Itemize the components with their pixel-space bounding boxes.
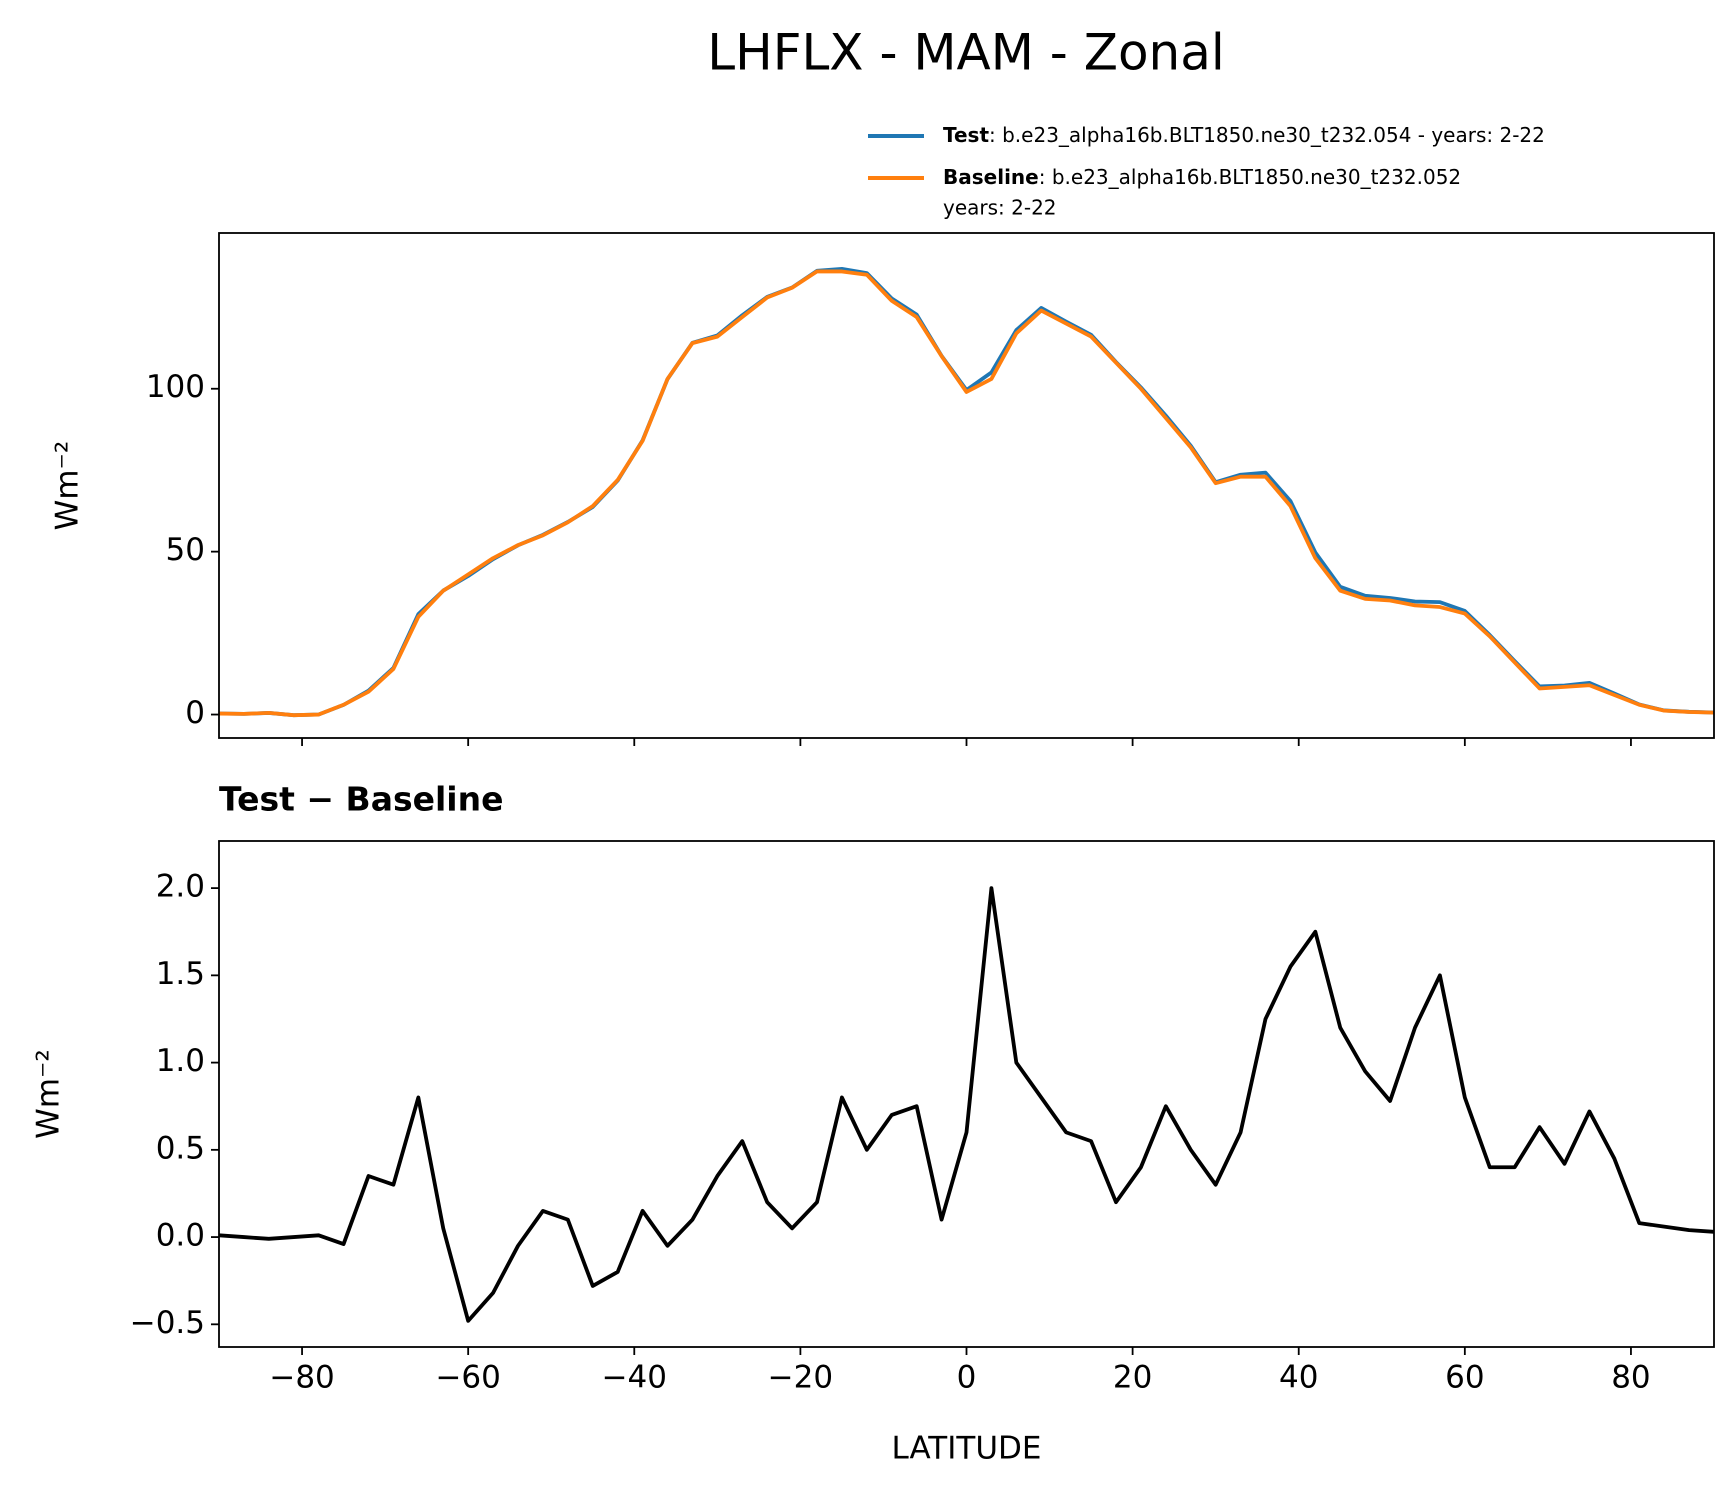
y-axis-label: Wm⁻²: [50, 441, 86, 531]
y-tick-label: 1.0: [156, 1043, 205, 1079]
legend-label: Test: b.e23_alpha16b.BLT1850.ne30_t232.0…: [943, 123, 1545, 147]
legend-description: : b.e23_alpha16b.BLT1850.ne30_t232.052: [1039, 165, 1461, 189]
y-tick-label: 0.0: [156, 1218, 205, 1254]
legend-name: Test: [943, 123, 989, 147]
x-tick-label: −60: [435, 1360, 500, 1396]
y-tick-label: 50: [166, 532, 205, 568]
figure-title: LHFLX - MAM - Zonal: [707, 24, 1225, 82]
y-tick-label: 2.0: [156, 869, 205, 905]
legend-description: : b.e23_alpha16b.BLT1850.ne30_t232.054 -…: [989, 123, 1545, 147]
x-tick-label: −40: [602, 1360, 667, 1396]
x-tick-label: 60: [1445, 1360, 1484, 1396]
y-tick-label: 0: [185, 695, 205, 731]
x-tick-label: 20: [1113, 1360, 1152, 1396]
series-line: [219, 266, 1714, 718]
y-axis-label: Wm⁻²: [31, 1049, 67, 1139]
plot-frame: [218, 232, 1715, 739]
x-tick-label: −20: [768, 1360, 833, 1396]
y-tick-label: 0.5: [156, 1130, 205, 1166]
y-tick-label: 100: [146, 369, 205, 405]
y-tick-label: 1.5: [156, 956, 205, 992]
y-tick-label: −0.5: [130, 1305, 205, 1341]
legend-description: years: 2-22: [943, 196, 1057, 220]
series-line: [219, 886, 1714, 1323]
x-axis-label: LATITUDE: [892, 1431, 1042, 1467]
x-tick-label: 40: [1279, 1360, 1318, 1396]
x-tick-label: 80: [1611, 1360, 1650, 1396]
subplot-title: Test − Baseline: [219, 780, 504, 819]
plot-frame: [218, 840, 1715, 1348]
x-tick-label: −80: [269, 1360, 334, 1396]
legend-label: Baseline: b.e23_alpha16b.BLT1850.ne30_t2…: [943, 165, 1461, 189]
legend-name: Baseline: [943, 165, 1039, 189]
x-tick-label: 0: [957, 1360, 977, 1396]
series-line: [219, 269, 1714, 718]
